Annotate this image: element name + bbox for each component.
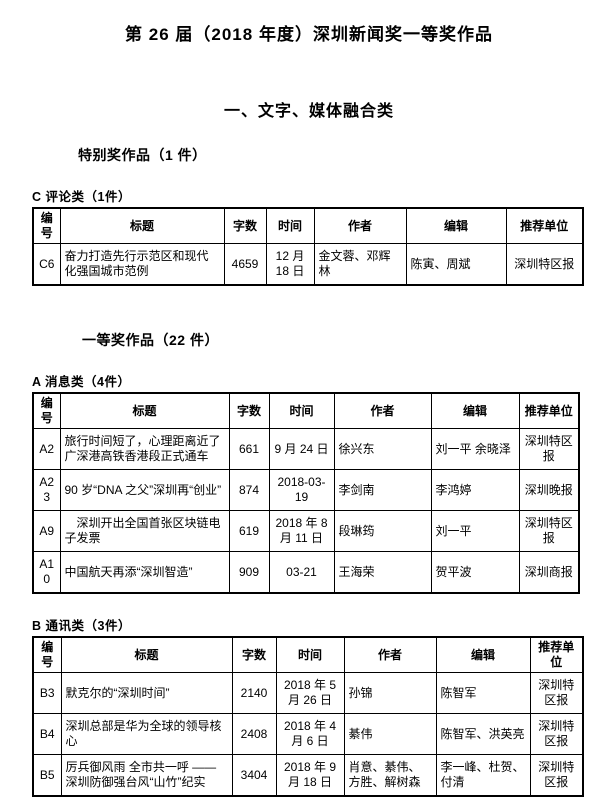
col-header-org: 推荐单位 [505,207,584,244]
cell-authors: 徐兴东 [333,428,432,470]
col-header-words: 字数 [231,636,277,673]
cell-authors: 段琳筠 [333,510,432,552]
cell-title: 深圳开出全国首张区块链电子发票 [59,510,230,552]
cell-words: 2408 [231,713,277,755]
table-row: A23 90 岁“DNA 之父”深圳再“创业” 874 2018-03-19 李… [32,469,580,511]
col-header-words: 字数 [228,392,270,429]
col-header-org: 推荐单位 [518,392,580,429]
first-prize-heading: 一等奖作品（22 件） [82,332,219,348]
cell-words: 3404 [231,754,277,797]
cell-authors: 肖意、綦伟、方胜、解树森 [343,754,437,797]
cell-no: C6 [32,243,61,286]
table-row: B5 厉兵御风雨 全市共一呼 ——深圳防御强台风“山竹”纪实 3404 2018… [32,754,584,797]
col-header-time: 时间 [275,636,345,673]
cell-org: 深圳特区报 [529,754,584,797]
cell-time: 03-21 [268,551,335,594]
cell-title: 厉兵御风雨 全市共一呼 ——深圳防御强台风“山竹”纪实 [60,754,233,797]
cell-time: 9 月 24 日 [268,428,335,470]
cell-words: 874 [228,469,270,511]
col-header-no: 编号 [32,636,62,673]
cell-org: 深圳特区报 [529,713,584,755]
cell-time: 2018-03-19 [268,469,335,511]
cell-words: 619 [228,510,270,552]
cell-editors: 陈寅、周斌 [405,243,507,286]
cell-words: 661 [228,428,270,470]
cell-no: A23 [32,469,61,511]
cell-authors: 王海荣 [333,551,432,594]
table-header-row: 编号 标题 字数 时间 作者 编辑 推荐单位 [32,392,580,429]
cell-title: 奋力打造先行示范区和现代化强国城市范例 [59,243,225,286]
cell-authors: 孙锦 [343,672,437,714]
category-heading: 一、文字、媒体融合类 [223,103,394,120]
cell-org: 深圳特区报 [518,428,580,470]
cell-title: 深圳总部是华为全球的领导核心 [60,713,233,755]
cell-org: 深圳特区报 [529,672,584,714]
col-header-editors: 编辑 [405,207,507,244]
cell-org: 深圳特区报 [518,510,580,552]
table-row: C6 奋力打造先行示范区和现代化强国城市范例 4659 12 月 18 日 金文… [32,243,584,286]
page-title: 第 26 届（2018 年度）深圳新闻奖一等奖作品 [125,25,493,44]
col-header-authors: 作者 [343,636,437,673]
table-header-row: 编号 标题 字数 时间 作者 编辑 推荐单位 [32,636,584,673]
cell-time: 2018 年 5 月 26 日 [275,672,345,714]
table-row: B3 默克尔的“深圳时间” 2140 2018 年 5 月 26 日 孙锦 陈智… [32,672,584,714]
cell-editors: 刘一平 余晓泽 [430,428,520,470]
cell-authors: 金文蓉、邓辉林 [313,243,407,286]
cell-time: 2018 年 8 月 11 日 [268,510,335,552]
cell-no: B5 [32,754,62,797]
cell-authors: 綦伟 [343,713,437,755]
table-row: A9 深圳开出全国首张区块链电子发票 619 2018 年 8 月 11 日 段… [32,510,580,552]
col-header-org: 推荐单位 [529,636,584,673]
cell-words: 909 [228,551,270,594]
col-header-time: 时间 [268,392,335,429]
cell-editors: 刘一平 [430,510,520,552]
table-news: 编号 标题 字数 时间 作者 编辑 推荐单位 A2 旅行时间短了，心理距离近了 … [32,392,580,594]
col-header-authors: 作者 [313,207,407,244]
cell-authors: 李剑南 [333,469,432,511]
cell-editors: 李鸿婷 [430,469,520,511]
cell-title: 中国航天再添“深圳智造” [59,551,230,594]
col-header-title: 标题 [60,636,233,673]
cell-title: 90 岁“DNA 之父”深圳再“创业” [59,469,230,511]
col-header-time: 时间 [265,207,315,244]
col-header-no: 编号 [32,207,61,244]
col-header-title: 标题 [59,207,225,244]
cell-time: 2018 年 9 月 18 日 [275,754,345,797]
table-row: A2 旅行时间短了，心理距离近了 广深港高铁香港段正式通车 661 9 月 24… [32,428,580,470]
cell-editors: 李一峰、杜贺、付清 [435,754,531,797]
cell-no: A9 [32,510,61,552]
table-commentary: 编号 标题 字数 时间 作者 编辑 推荐单位 C6 奋力打造先行示范区和现代化强… [32,207,584,286]
cell-editors: 陈智军、洪英亮 [435,713,531,755]
cell-no: B3 [32,672,62,714]
col-header-no: 编号 [32,392,61,429]
col-header-editors: 编辑 [435,636,531,673]
cell-time: 12 月 18 日 [265,243,315,286]
cell-title: 默克尔的“深圳时间” [60,672,233,714]
table-c-caption: C 评论类（1件） [32,190,131,204]
cell-no: B4 [32,713,62,755]
cell-org: 深圳特区报 [505,243,584,286]
table-communication: 编号 标题 字数 时间 作者 编辑 推荐单位 B3 默克尔的“深圳时间” 214… [32,636,584,797]
col-header-authors: 作者 [333,392,432,429]
cell-title: 旅行时间短了，心理距离近了 广深港高铁香港段正式通车 [59,428,230,470]
table-row: B4 深圳总部是华为全球的领导核心 2408 2018 年 4 月 6 日 綦伟… [32,713,584,755]
col-header-title: 标题 [59,392,230,429]
special-award-heading: 特别奖作品（1 件） [78,147,207,163]
table-a-caption: A 消息类（4件） [32,375,131,389]
cell-words: 4659 [223,243,267,286]
cell-editors: 陈智军 [435,672,531,714]
cell-words: 2140 [231,672,277,714]
table-b-caption: B 通讯类（3件） [32,619,131,633]
cell-editors: 贺平波 [430,551,520,594]
cell-no: A10 [32,551,61,594]
cell-no: A2 [32,428,61,470]
cell-time: 2018 年 4 月 6 日 [275,713,345,755]
col-header-editors: 编辑 [430,392,520,429]
col-header-words: 字数 [223,207,267,244]
table-header-row: 编号 标题 字数 时间 作者 编辑 推荐单位 [32,207,584,244]
cell-org: 深圳晚报 [518,469,580,511]
table-row: A10 中国航天再添“深圳智造” 909 03-21 王海荣 贺平波 深圳商报 [32,551,580,594]
cell-org: 深圳商报 [518,551,580,594]
